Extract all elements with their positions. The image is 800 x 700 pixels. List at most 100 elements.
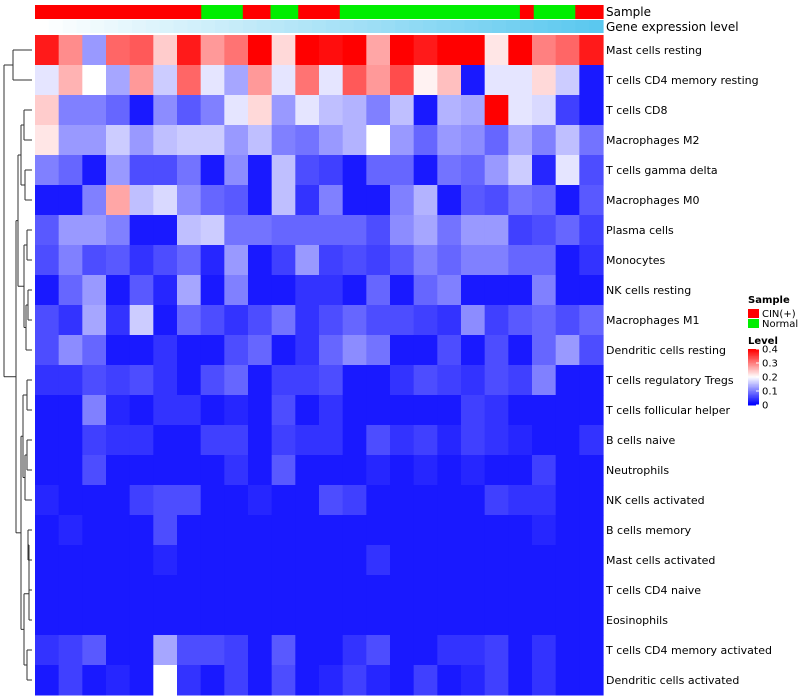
heatmap-cell xyxy=(200,155,225,186)
heatmap-cell xyxy=(413,335,438,366)
heatmap-cell xyxy=(579,545,604,576)
heatmap-cell xyxy=(484,125,509,156)
colorbar-segment xyxy=(748,374,759,377)
heatmap-cell xyxy=(35,425,60,456)
heatmap-cell xyxy=(82,545,107,576)
heatmap-cell xyxy=(413,365,438,396)
heatmap-cell xyxy=(224,455,249,486)
heatmap-cell xyxy=(177,275,202,306)
heatmap-cell xyxy=(271,335,296,366)
heatmap-cell xyxy=(248,485,273,516)
heatmap-cell xyxy=(295,575,320,606)
heatmap-cell xyxy=(224,245,249,276)
expression-annotation-cell xyxy=(159,20,175,33)
heatmap-cell xyxy=(177,485,202,516)
heatmap-cell xyxy=(271,425,296,456)
colorbar-segment xyxy=(748,353,759,356)
expression-annotation-cell xyxy=(325,20,341,33)
sample-annotation-cell xyxy=(201,5,216,19)
heatmap-cell xyxy=(106,155,131,186)
heatmap-cell xyxy=(177,125,202,156)
heatmap-cell xyxy=(35,635,60,666)
heatmap-cell xyxy=(437,305,462,336)
heatmap-cell xyxy=(319,35,344,66)
heatmap-cell xyxy=(248,95,273,126)
heatmap-cell xyxy=(177,395,202,426)
heatmap-cell xyxy=(555,155,580,186)
row-label: T cells gamma delta xyxy=(605,164,718,177)
heatmap-cell xyxy=(200,665,225,696)
heatmap-cell xyxy=(58,185,83,216)
heatmap-cell xyxy=(366,305,391,336)
heatmap-cell xyxy=(200,125,225,156)
sample-annotation-cell xyxy=(104,5,119,19)
colorbar-segment xyxy=(748,371,759,374)
heatmap-cell xyxy=(106,65,131,96)
row-label: T cells CD4 memory activated xyxy=(605,644,772,657)
colorbar-segment xyxy=(748,372,759,375)
heatmap-cell xyxy=(484,65,509,96)
row-label: Mast cells resting xyxy=(606,44,702,57)
colorbar-segment xyxy=(748,375,759,378)
heatmap-cell xyxy=(129,635,154,666)
heatmap-cell xyxy=(508,215,533,246)
heatmap-cell xyxy=(366,515,391,546)
heatmap-cell xyxy=(390,665,415,696)
heatmap-cell xyxy=(271,65,296,96)
heatmap-cell xyxy=(366,665,391,696)
heatmap-cell xyxy=(153,245,178,276)
sample-annotation-cell xyxy=(76,5,92,19)
heatmap-cell xyxy=(484,245,509,276)
heatmap-cell xyxy=(319,545,344,576)
heatmap-cell xyxy=(177,185,202,216)
colorbar-segment xyxy=(748,379,759,382)
heatmap-cell xyxy=(579,305,604,336)
heatmap-cell xyxy=(508,125,533,156)
heatmap-cell xyxy=(271,95,296,126)
heatmap-cell xyxy=(366,365,391,396)
heatmap-cell xyxy=(437,605,462,636)
heatmap-cell xyxy=(106,665,131,696)
heatmap-cell xyxy=(532,545,557,576)
heatmap-cell xyxy=(555,35,580,66)
column-annotations xyxy=(35,5,604,33)
heatmap-cell xyxy=(342,365,367,396)
heatmap-cell xyxy=(342,665,367,696)
heatmap-cell xyxy=(579,365,604,396)
heatmap-cell xyxy=(200,485,225,516)
heatmap-cell xyxy=(437,245,462,276)
heatmap-cell xyxy=(200,605,225,636)
heatmap-cell xyxy=(224,185,249,216)
heatmap-cell xyxy=(58,215,83,246)
row-label: T cells regulatory Tregs xyxy=(605,374,734,387)
heatmap-cell xyxy=(366,635,391,666)
heatmap-cell xyxy=(390,365,415,396)
heatmap-cell xyxy=(390,215,415,246)
heatmap-cell xyxy=(461,515,486,546)
heatmap-cell xyxy=(555,545,580,576)
legend-swatch-cin xyxy=(748,309,759,318)
heatmap-cell xyxy=(248,335,273,366)
heatmap-cell xyxy=(58,425,83,456)
sample-annotation-cell xyxy=(353,5,369,19)
heatmap-cell xyxy=(484,395,509,426)
sample-annotation-cell xyxy=(561,5,576,19)
expression-annotation-cell xyxy=(409,20,424,33)
heatmap-cell xyxy=(555,395,580,426)
heatmap-cell xyxy=(319,395,344,426)
heatmap-cell xyxy=(413,665,438,696)
heatmap-cell xyxy=(200,35,225,66)
heatmap-cell xyxy=(579,635,604,666)
heatmap-cell xyxy=(532,125,557,156)
heatmap-cell xyxy=(319,65,344,96)
heatmap-cell xyxy=(366,575,391,606)
heatmap-cell xyxy=(484,665,509,696)
heatmap-cell xyxy=(224,515,249,546)
row-label: NK cells activated xyxy=(606,494,705,507)
heatmap-cell xyxy=(106,275,131,306)
heatmap-cell xyxy=(35,305,60,336)
heatmap-cell xyxy=(579,215,604,246)
heatmap-cell xyxy=(532,245,557,276)
heatmap-cell xyxy=(437,575,462,606)
heatmap-cell xyxy=(532,155,557,186)
